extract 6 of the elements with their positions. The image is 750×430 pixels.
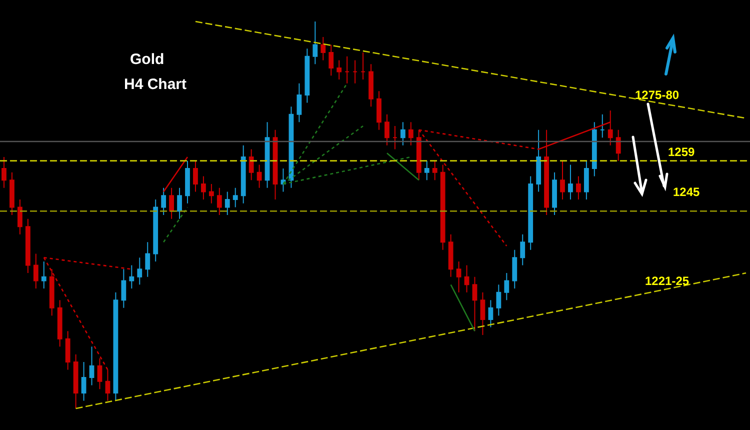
text: Gold (130, 51, 164, 68)
annotation: 1221-25 (645, 274, 690, 288)
annotation: 1275-80 (635, 88, 680, 102)
text: H4 Chart (124, 76, 187, 93)
annotation: 1245 (673, 185, 700, 199)
annotation: 1259 (668, 145, 696, 159)
